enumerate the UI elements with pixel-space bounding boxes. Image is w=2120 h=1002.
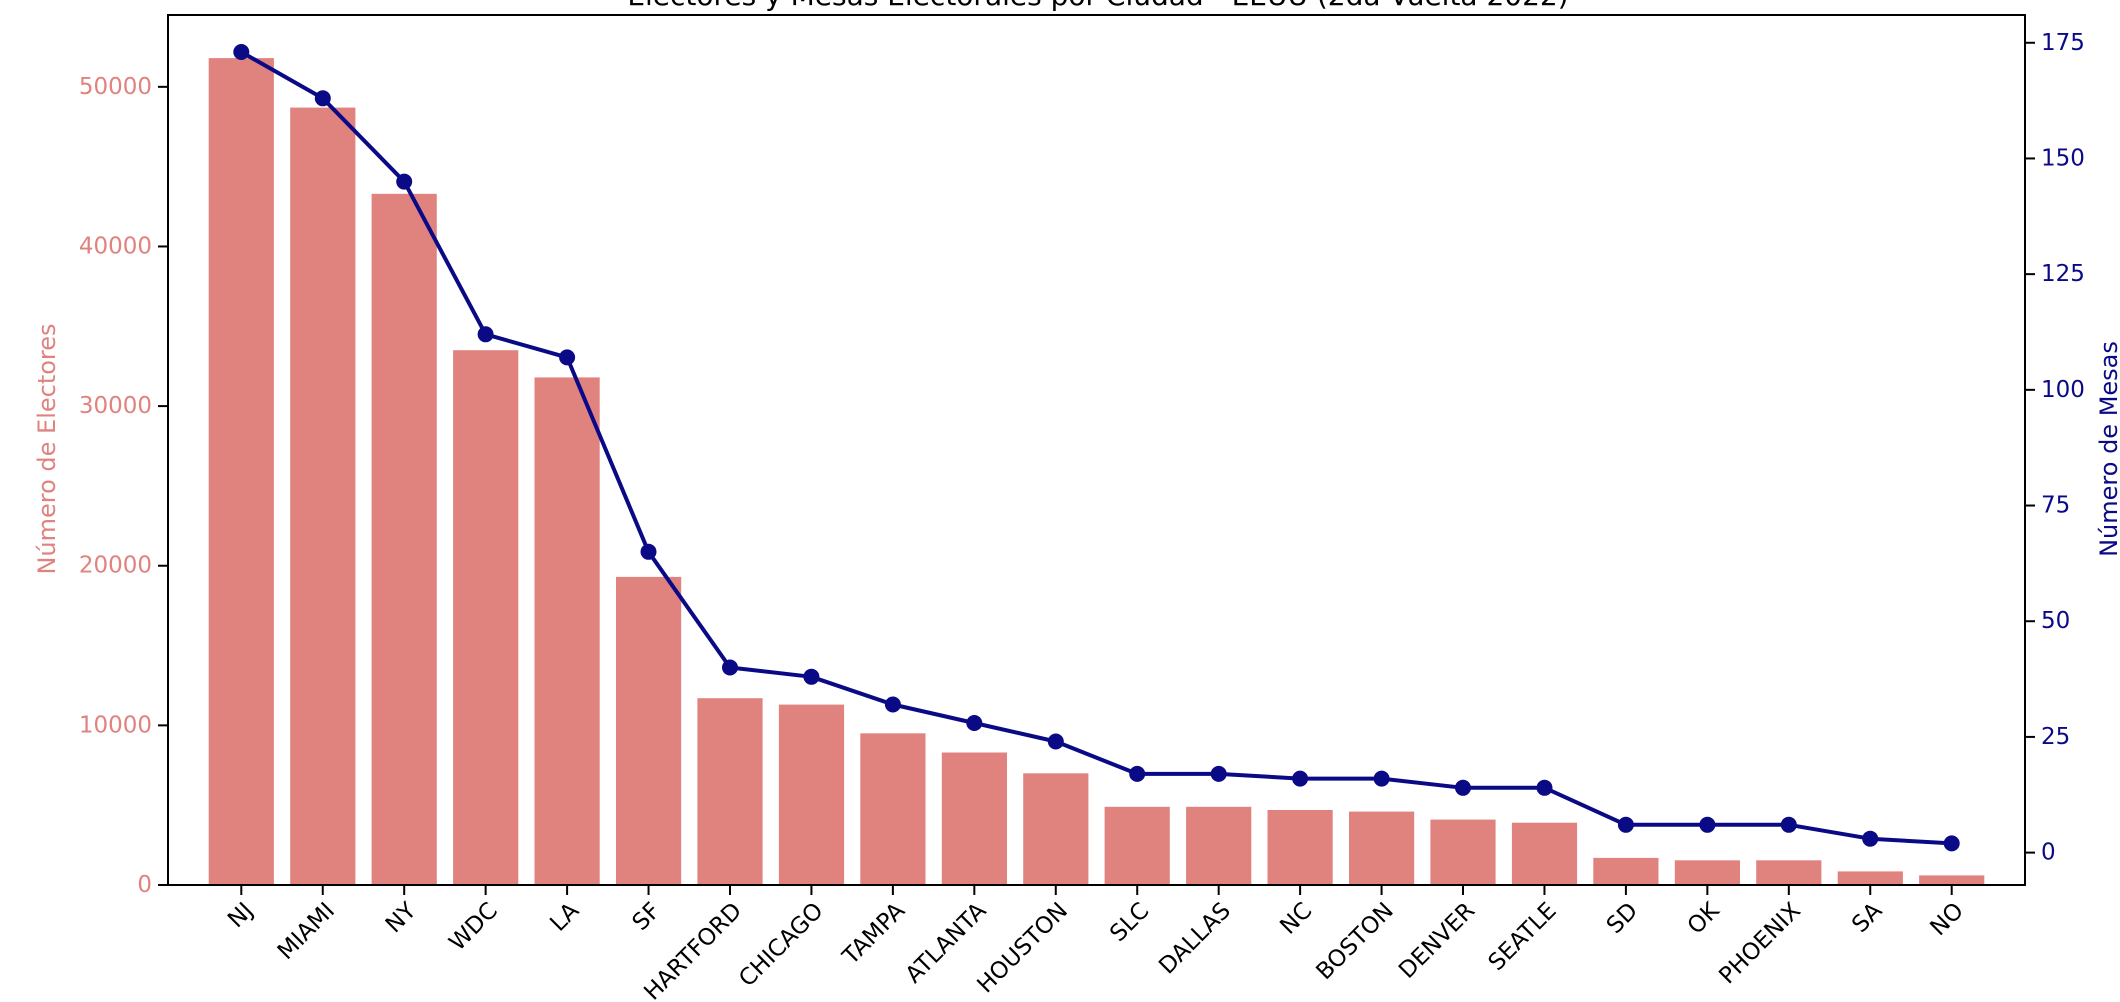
- mesas-point-wdc: [477, 326, 494, 343]
- x-tick-label-nj: NJ: [223, 898, 258, 933]
- mesas-point-miami: [314, 90, 331, 107]
- bar-sf: [616, 576, 682, 885]
- bar-miami: [290, 107, 356, 886]
- y-left-tick-label: 40000: [79, 233, 152, 259]
- x-tick-label-dallas: DALLAS: [1154, 898, 1236, 980]
- bar-nc: [1267, 810, 1333, 885]
- x-tick-label-tampa: TAMPA: [837, 898, 910, 971]
- bar-ok: [1674, 860, 1740, 885]
- mesas-point-sf: [640, 543, 657, 560]
- bar-seatle: [1511, 822, 1578, 885]
- y-right-tick-label: 0: [2041, 840, 2056, 866]
- bar-boston: [1349, 811, 1415, 885]
- x-tick-label-denver: DENVER: [1394, 898, 1480, 984]
- mesas-line: [240, 50, 1952, 846]
- mesas-point-nj: [233, 44, 250, 60]
- x-tick-label-ny: NY: [381, 897, 422, 938]
- bar-atlanta: [941, 752, 1007, 885]
- mesas-point-hartford: [722, 659, 738, 676]
- x-tick-label-wdc: WDC: [444, 898, 502, 956]
- y-left-tick-label: 10000: [79, 712, 152, 738]
- x-tick-label-seatle: SEATLE: [1484, 898, 1562, 976]
- y-right-tick-label: 100: [2041, 377, 2085, 403]
- bar-hartford: [697, 698, 763, 885]
- x-tick-label-phoenix: PHOENIX: [1714, 898, 1806, 990]
- y-left-tick-label: 30000: [79, 393, 152, 419]
- plot-frame: [167, 14, 2026, 886]
- x-tick-label-no: NO: [1926, 898, 1969, 941]
- bar-wdc: [453, 350, 519, 885]
- y-right-tick-label: 50: [2041, 608, 2070, 634]
- mesas-point-boston: [1373, 770, 1390, 787]
- mesas-point-atlanta: [966, 715, 983, 731]
- mesas-point-dallas: [1210, 765, 1227, 782]
- mesas-point-slc: [1129, 765, 1146, 782]
- y-right-tick-label: 150: [2041, 145, 2085, 171]
- bar-la: [534, 377, 600, 885]
- x-tick-label-nc: NC: [1275, 898, 1317, 940]
- y-left-tick-label: 0: [137, 872, 152, 898]
- mesas-point-ny: [396, 173, 413, 190]
- bar-chicago: [778, 704, 845, 885]
- bar-denver: [1430, 819, 1496, 885]
- y-right-tick-label: 125: [2041, 261, 2085, 287]
- bar-sa: [1837, 871, 1903, 885]
- bar-ny: [371, 193, 437, 886]
- bar-phoenix: [1756, 860, 1822, 885]
- bar-tampa: [860, 733, 926, 885]
- y-right-tick-label: 175: [2041, 30, 2085, 56]
- bar-dallas: [1186, 806, 1252, 885]
- x-tick-label-chicago: CHICAGO: [734, 898, 828, 992]
- x-tick-label-sf: SF: [628, 898, 666, 936]
- mesas-point-sa: [1862, 830, 1879, 847]
- bar-houston: [1023, 773, 1089, 885]
- x-tick-label-miami: MIAMI: [273, 898, 340, 965]
- y-right-tick-label: 75: [2041, 493, 2070, 519]
- bar-nj: [208, 58, 274, 886]
- x-tick-label-ok: OK: [1683, 897, 1725, 939]
- x-tick-label-sd: SD: [1602, 898, 1643, 939]
- mesas-point-houston: [1047, 733, 1064, 750]
- mesas-point-chicago: [803, 668, 820, 685]
- mesas-point-no: [1943, 835, 1960, 852]
- bar-sd: [1593, 857, 1659, 885]
- mesas-point-nc: [1292, 770, 1309, 787]
- plot-area: 0 10000 20000 30000 40000 50000 0 25 50 75 100 125 1…: [79, 14, 2085, 1002]
- mesas-point-tampa: [884, 696, 901, 713]
- bar-no: [1919, 875, 1985, 885]
- x-tick-label-sa: SA: [1847, 898, 1887, 938]
- mesas-point-la: [559, 349, 576, 366]
- chart-title: Electores y Mesas Electorales por Ciudad…: [627, 0, 1568, 12]
- y-axis-label-right: Número de Mesas: [2095, 341, 2120, 557]
- mesas-point-phoenix: [1780, 816, 1797, 833]
- y-left-tick-label: 20000: [79, 553, 152, 579]
- y-left-tick-label: 50000: [79, 74, 152, 100]
- x-tick-label-la: LA: [545, 898, 584, 937]
- y-axis-label-left: Número de Electores: [33, 323, 61, 574]
- mesas-point-sd: [1617, 816, 1634, 833]
- bar-slc: [1104, 806, 1170, 885]
- mesas-point-denver: [1455, 779, 1471, 796]
- y-right-tick-label: 25: [2041, 724, 2070, 750]
- mesas-point-ok: [1699, 816, 1716, 833]
- x-tick-label-slc: SLC: [1105, 898, 1154, 947]
- x-tick-label-boston: BOSTON: [1312, 898, 1399, 985]
- mesas-point-seatle: [1536, 779, 1553, 796]
